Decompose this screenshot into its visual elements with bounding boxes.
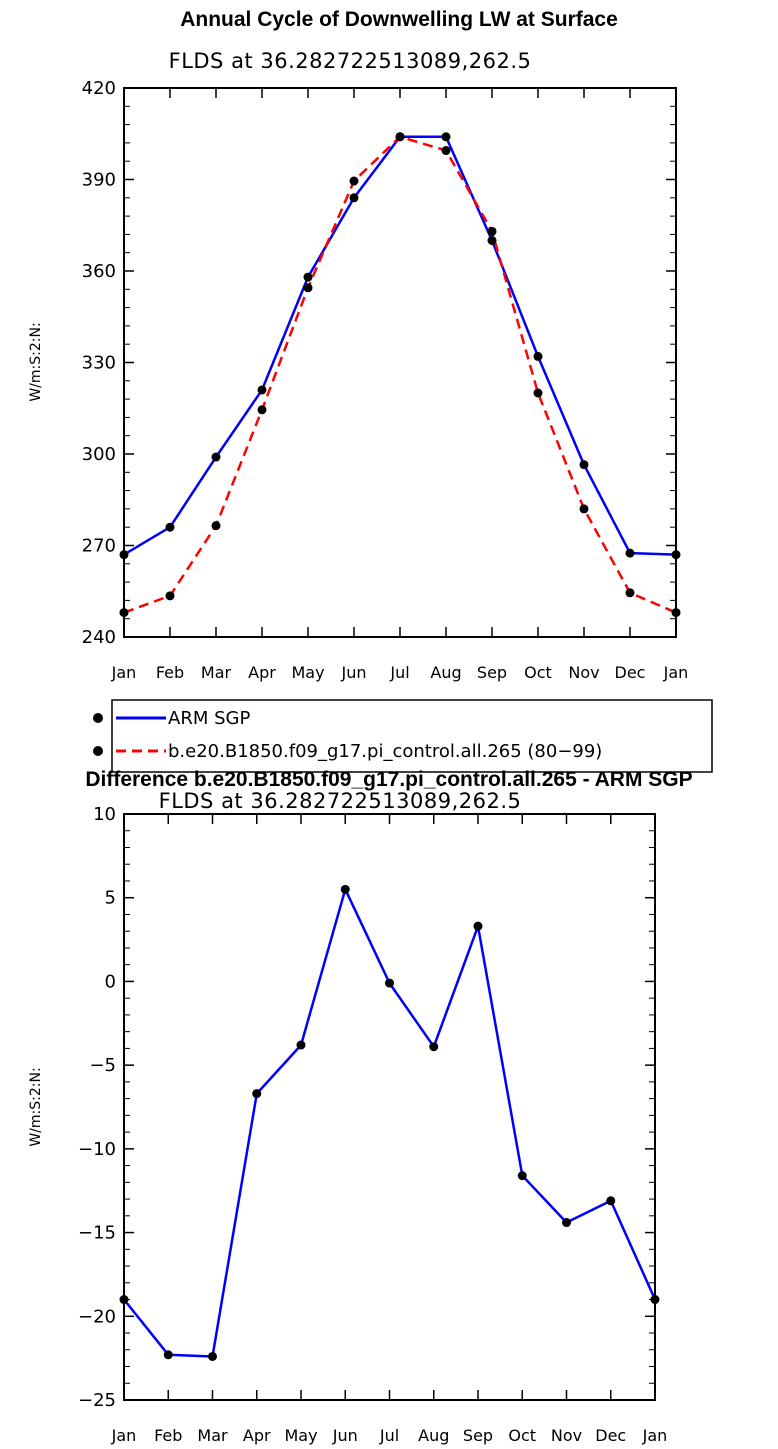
chart2-ytick-label: 10 bbox=[93, 804, 116, 825]
chart1-series-0-point bbox=[579, 460, 589, 470]
chart1-series-0-point bbox=[165, 522, 175, 532]
chart2-ytick-label: 5 bbox=[105, 888, 116, 909]
chart1-ytick-label: 360 bbox=[82, 261, 116, 282]
chart2-xtick-label: Mar bbox=[197, 1426, 228, 1445]
chart1-series-0-point bbox=[349, 193, 359, 203]
chart1-series-1-point bbox=[257, 405, 267, 415]
chart2-xtick-label: Sep bbox=[463, 1426, 493, 1445]
chart1-ytick-label: 390 bbox=[82, 170, 116, 191]
chart1-ytick-label: 240 bbox=[82, 627, 116, 648]
legend: ARM SGP b.e20.B1850.f09_g17.pi_control.a… bbox=[93, 699, 713, 773]
chart1-series-0-point bbox=[303, 272, 313, 282]
chart2-xtick-label: Dec bbox=[595, 1426, 626, 1445]
chart2-series-0-point bbox=[208, 1351, 217, 1361]
chart1-series-1-point bbox=[441, 146, 451, 156]
chart2-series-0-point bbox=[252, 1089, 262, 1099]
chart1-xtick-label: Feb bbox=[156, 663, 184, 682]
chart1-series-line-0 bbox=[123, 135, 677, 556]
chart1-xtick-label: Apr bbox=[248, 663, 276, 682]
chart1-series-0-point bbox=[625, 548, 635, 558]
chart2-xtick-label: Feb bbox=[154, 1426, 182, 1445]
chart2-series-0-point bbox=[562, 1218, 571, 1228]
chart2-xtick-label: Jun bbox=[332, 1426, 358, 1445]
chart1-series-1-point bbox=[625, 588, 635, 598]
chart2-ytick-label: −5 bbox=[89, 1055, 116, 1076]
chart1-series-1-point bbox=[349, 176, 359, 186]
chart1-xtick-label: Jan bbox=[663, 663, 689, 682]
chart1-frame bbox=[123, 87, 677, 638]
chart1-series-line-1 bbox=[123, 135, 677, 614]
chart2-subtitle: FLDS at 36.282722513089,262.5 bbox=[159, 789, 522, 813]
chart2-ylabel: W/m:S:2:N: bbox=[28, 1067, 44, 1146]
chart2-series-0-point bbox=[385, 978, 394, 988]
chart2-xtick-label: Jul bbox=[379, 1426, 399, 1445]
chart1-series-0-point bbox=[533, 351, 543, 361]
chart1-xtick-label: Jan bbox=[111, 663, 137, 682]
chart2-series-0-point bbox=[119, 1295, 129, 1305]
chart2-ytick-label: −15 bbox=[78, 1223, 116, 1244]
chart2-xtick-label: Jan bbox=[111, 1426, 137, 1445]
legend-label-arm: ARM SGP bbox=[168, 708, 250, 729]
chart1-series-0-point bbox=[487, 236, 497, 245]
chart1-series-1-point bbox=[165, 591, 175, 601]
legend-box bbox=[111, 699, 713, 773]
chart1-series-0-point bbox=[257, 385, 267, 395]
chart1-ytick-label: 330 bbox=[82, 353, 116, 374]
chart2-plot: −25 −20 −15 −10 −5 0 5 10 Jan Feb Mar Apr May Jun Jul A… bbox=[28, 804, 667, 1445]
chart1-series-0-point bbox=[211, 452, 221, 462]
chart1-xtick-label: Jun bbox=[341, 663, 367, 682]
chart2-title: Difference b.e20.B1850.f09_g17.pi_contro… bbox=[85, 768, 692, 791]
chart1-ytick-label: 300 bbox=[82, 444, 116, 465]
chart2-xtick-label: Jan bbox=[642, 1426, 668, 1445]
chart1-series-1-point bbox=[579, 504, 589, 514]
chart1-xtick-label: Oct bbox=[524, 663, 552, 682]
chart2-xtick-label: May bbox=[284, 1426, 317, 1445]
chart1-series-1-point bbox=[487, 226, 497, 236]
chart1-ytick-label: 420 bbox=[82, 78, 116, 99]
chart2-frame bbox=[123, 813, 656, 1401]
chart1-series-1-point bbox=[303, 283, 313, 293]
chart2-series-0-point bbox=[606, 1196, 616, 1206]
chart1-series-1-point bbox=[211, 521, 221, 531]
chart2-xtick-label: Nov bbox=[551, 1426, 582, 1445]
chart2-series-0-point bbox=[163, 1350, 173, 1360]
chart1-series-1-point bbox=[533, 388, 543, 398]
chart1-xtick-label: Sep bbox=[477, 663, 507, 682]
chart1-plot: 240 270 300 330 360 390 420 Jan Feb Mar Apr May Jun J… bbox=[28, 78, 688, 682]
chart2-ytick-label: −25 bbox=[78, 1390, 116, 1411]
chart1-xtick-label: Aug bbox=[430, 663, 461, 682]
chart2-xtick-label: Aug bbox=[418, 1426, 449, 1445]
chart2-series-0-point bbox=[517, 1171, 527, 1181]
chart2-series-line-0 bbox=[123, 888, 657, 1358]
chart2-series-0-point bbox=[296, 1040, 306, 1050]
legend-marker-model bbox=[93, 746, 103, 756]
chart2-ytick-label: −10 bbox=[78, 1139, 116, 1160]
chart1-xtick-label: Dec bbox=[615, 663, 646, 682]
chart1-series-0-point bbox=[441, 132, 451, 142]
chart1-series-1-point bbox=[395, 132, 405, 142]
chart2-series-0-point bbox=[340, 884, 350, 894]
chart2-ytick-label: 0 bbox=[105, 971, 116, 992]
chart1-series-0-point bbox=[119, 550, 129, 560]
legend-label-model: b.e20.B1850.f09_g17.pi_control.all.265 (… bbox=[168, 741, 602, 762]
chart1-subtitle: FLDS at 36.282722513089,262.5 bbox=[169, 49, 532, 73]
chart1-ytick-label: 270 bbox=[82, 536, 116, 557]
chart2-xtick-label: Apr bbox=[243, 1426, 271, 1445]
chart2-ytick-label: −20 bbox=[78, 1306, 116, 1327]
chart2-series-0-point bbox=[473, 921, 483, 931]
chart1-xtick-label: Nov bbox=[568, 663, 599, 682]
chart1-ylabel: W/m:S:2:N: bbox=[28, 322, 44, 401]
chart1-xtick-label: May bbox=[291, 663, 324, 682]
chart1-series-1-point bbox=[119, 608, 129, 618]
chart2-xtick-label: Oct bbox=[508, 1426, 536, 1445]
chart1-xtick-label: Mar bbox=[201, 663, 232, 682]
chart1-series-0-point bbox=[671, 550, 681, 560]
legend-marker-arm bbox=[93, 713, 103, 723]
chart1-xtick-label: Jul bbox=[389, 663, 409, 682]
chart1-title: Annual Cycle of Downwelling LW at Surfac… bbox=[180, 8, 618, 31]
chart2-series-0-point bbox=[650, 1295, 660, 1305]
chart2-series-0-point bbox=[429, 1042, 439, 1052]
chart1-series-1-point bbox=[671, 608, 681, 618]
